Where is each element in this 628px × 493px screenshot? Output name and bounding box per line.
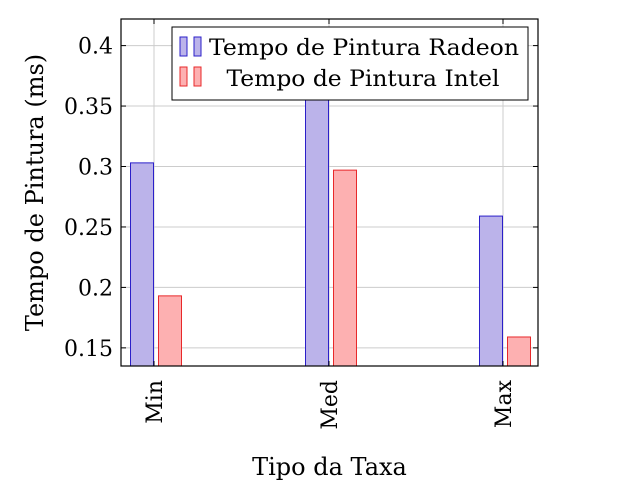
- legend-swatch-intel: [179, 66, 188, 87]
- y-tick-label: 0.4: [78, 35, 113, 60]
- legend-box: [171, 26, 529, 101]
- legend-swatch-radeon: [193, 36, 202, 57]
- x-tick-label: Max: [492, 379, 517, 428]
- bar-radeon-min: [130, 162, 154, 367]
- bar-intel-max: [507, 336, 531, 367]
- bar-radeon-max: [479, 215, 503, 367]
- y-axis-label: Tempo de Pintura (ms): [21, 54, 49, 331]
- legend-label-intel: Tempo de Pintura Intel: [227, 67, 500, 92]
- bar-intel-med: [333, 169, 357, 367]
- legend-swatch-intel: [193, 66, 202, 87]
- legend: Tempo de Pintura Radeon Tempo de Pintura…: [171, 26, 529, 101]
- x-axis-label: Tipo da Taxa: [252, 453, 407, 481]
- x-tick-label: Med: [318, 380, 343, 430]
- bar-radeon-med: [305, 74, 329, 367]
- legend-swatch-radeon: [179, 36, 188, 57]
- x-axis-ticks: Min Med Max: [143, 19, 517, 430]
- bars: [130, 74, 531, 367]
- y-tick-label: 0.2: [78, 276, 113, 301]
- y-tick-label: 0.15: [64, 337, 113, 362]
- y-tick-label: 0.35: [64, 95, 113, 120]
- y-tick-label: 0.3: [78, 156, 113, 181]
- y-axis-ticks: 0.15 0.2 0.25 0.3 0.35 0.4: [64, 35, 538, 362]
- bar-intel-min: [158, 295, 182, 367]
- x-tick-label: Min: [143, 380, 168, 424]
- legend-label-radeon: Tempo de Pintura Radeon: [209, 36, 519, 61]
- y-tick-label: 0.25: [64, 216, 113, 241]
